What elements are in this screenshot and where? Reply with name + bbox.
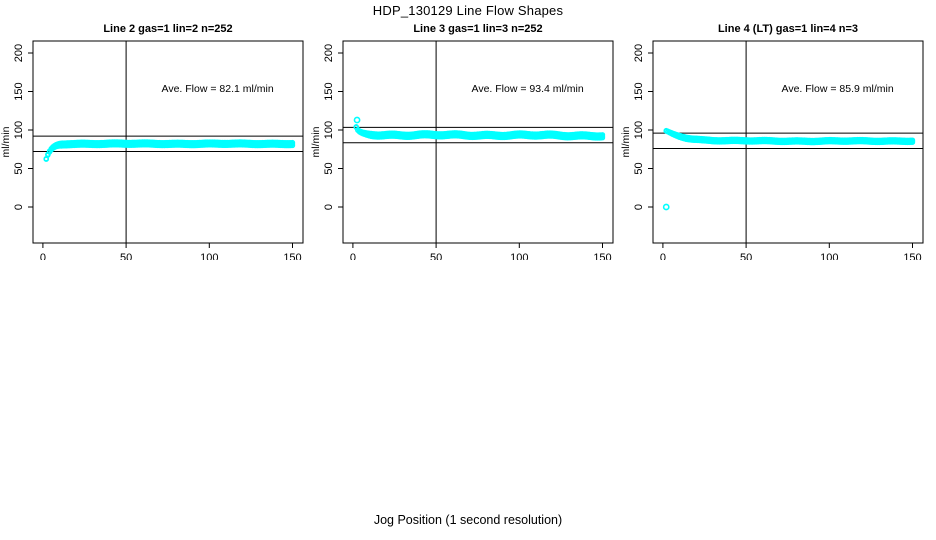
x-tick-label: 100 [510, 252, 528, 260]
panel-2-plot: Line 3 gas=1 lin=3 n=252 0 50 100 150 0 50 100 1… [310, 23, 614, 260]
y-tick-label: 150 [13, 82, 25, 100]
panel-2-annotation: Ave. Flow = 93.4 ml/min [472, 83, 584, 95]
x-tick-label: 50 [430, 252, 442, 260]
panel-2-title: Line 3 gas=1 lin=3 n=252 [413, 23, 542, 35]
y-tick-label: 50 [13, 162, 25, 174]
y-tick-label: 100 [323, 121, 335, 139]
y-tick-label: 200 [13, 44, 25, 62]
x-tick-label: 0 [660, 252, 666, 260]
panel-1-plot: Line 2 gas=1 lin=2 n=252 0 50 100 150 0 50 100 1… [0, 23, 304, 260]
y-tick-label: 50 [323, 162, 335, 174]
panel-3-outlier-point [662, 203, 670, 211]
y-tick-label: 150 [323, 82, 335, 100]
panel-2-outlier-point [353, 116, 361, 124]
y-tick-label: 100 [13, 121, 25, 139]
y-tick-label: 200 [633, 44, 645, 62]
panel-3-plot: Line 4 (LT) gas=1 lin=4 n=3 0 50 100 150 0 50 1… [620, 23, 924, 260]
x-axis-label: Jog Position (1 second resolution) [373, 513, 563, 527]
y-tick-label: 200 [323, 44, 335, 62]
y-tick-label: 0 [13, 204, 25, 210]
x-tick-label: 50 [120, 252, 132, 260]
x-tick-label: 0 [350, 252, 356, 260]
panel-1-points [43, 139, 296, 162]
x-tick-label: 150 [903, 252, 921, 260]
x-tick-label: 50 [740, 252, 752, 260]
y-tick-label: 0 [633, 204, 645, 210]
panel-2-box [342, 40, 614, 244]
data-point [599, 132, 606, 138]
y-tick-label: 50 [633, 162, 645, 174]
panels-row: Line 2 gas=1 lin=2 n=252 0 50 100 150 0 50 100 1… [0, 14, 936, 260]
x-tick-label: 100 [820, 252, 838, 260]
x-tick-label: 100 [200, 252, 218, 260]
panel-1-annotation: Ave. Flow = 82.1 ml/min [162, 83, 274, 95]
y-tick-label: 0 [323, 204, 335, 210]
data-point [909, 137, 916, 143]
x-tick-label: 150 [283, 252, 301, 260]
panel-2-ylabel: ml/min [310, 126, 322, 157]
panel-3-annotation: Ave. Flow = 85.9 ml/min [782, 83, 894, 95]
y-tick-label: 100 [633, 121, 645, 139]
figure-title: HDP_130129 Line Flow Shapes [372, 3, 564, 18]
y-tick-label: 150 [633, 82, 645, 100]
panel-1-title: Line 2 gas=1 lin=2 n=252 [103, 23, 232, 35]
panel-1-box [32, 40, 304, 244]
panel-3-ylabel: ml/min [620, 126, 632, 157]
panel-2-points [353, 124, 606, 141]
panel-3-title: Line 4 (LT) gas=1 lin=4 n=3 [718, 23, 858, 35]
panel-3-box [652, 40, 924, 244]
panel-1-ylabel: ml/min [0, 126, 12, 157]
panel-3-points [663, 127, 916, 146]
x-tick-label: 0 [40, 252, 46, 260]
data-point [289, 139, 296, 146]
x-tick-label: 150 [593, 252, 611, 260]
